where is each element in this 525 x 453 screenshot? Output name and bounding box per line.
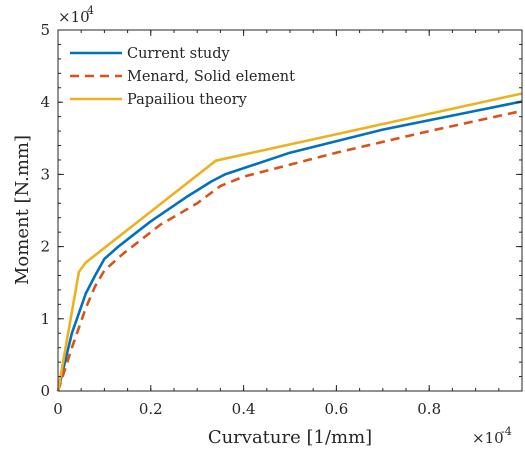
- y-tick-label-0: 0: [40, 382, 50, 400]
- x-axis-multiplier: ×10 -4: [472, 425, 512, 447]
- y-multiplier-base: ×10: [58, 8, 90, 26]
- axis-ticks: [57, 29, 523, 392]
- x-tick-label-2: 0.4: [232, 400, 256, 418]
- x-multiplier-base: ×10: [472, 429, 504, 447]
- x-multiplier-exponent: -4: [501, 425, 512, 438]
- series-line-0: [56, 100, 523, 392]
- y-tick-label-1: 1: [40, 310, 50, 328]
- y-tick-label-2: 2: [40, 238, 50, 256]
- y-multiplier-exponent: 4: [87, 4, 94, 17]
- y-tick-label-5: 5: [40, 21, 50, 39]
- legend-label-current-study: Current study: [127, 46, 231, 62]
- series-line-1: [56, 109, 523, 392]
- x-tick-label-4: 0.8: [417, 400, 441, 418]
- y-tick-label-4: 4: [40, 93, 50, 111]
- tick-labels: 0 0.2 0.4 0.6 0.8 0 1 2 3 4 5: [40, 21, 441, 418]
- y-axis-label: Moment [N.mm]: [12, 135, 33, 285]
- series-line-2: [56, 92, 523, 392]
- legend-label-papailiou: Papailiou theory: [127, 92, 248, 108]
- legend: Current study Menard, Solid element Papa…: [63, 36, 309, 112]
- x-axis-label: Curvature [1/mm]: [208, 427, 372, 448]
- y-axis-multiplier: ×10 4: [58, 4, 94, 26]
- x-tick-label-3: 0.6: [324, 400, 348, 418]
- x-tick-label-0: 0: [53, 400, 63, 418]
- series-lines: [56, 92, 523, 392]
- x-tick-label-1: 0.2: [139, 400, 163, 418]
- y-tick-label-3: 3: [40, 165, 50, 183]
- legend-label-menard: Menard, Solid element: [127, 69, 295, 85]
